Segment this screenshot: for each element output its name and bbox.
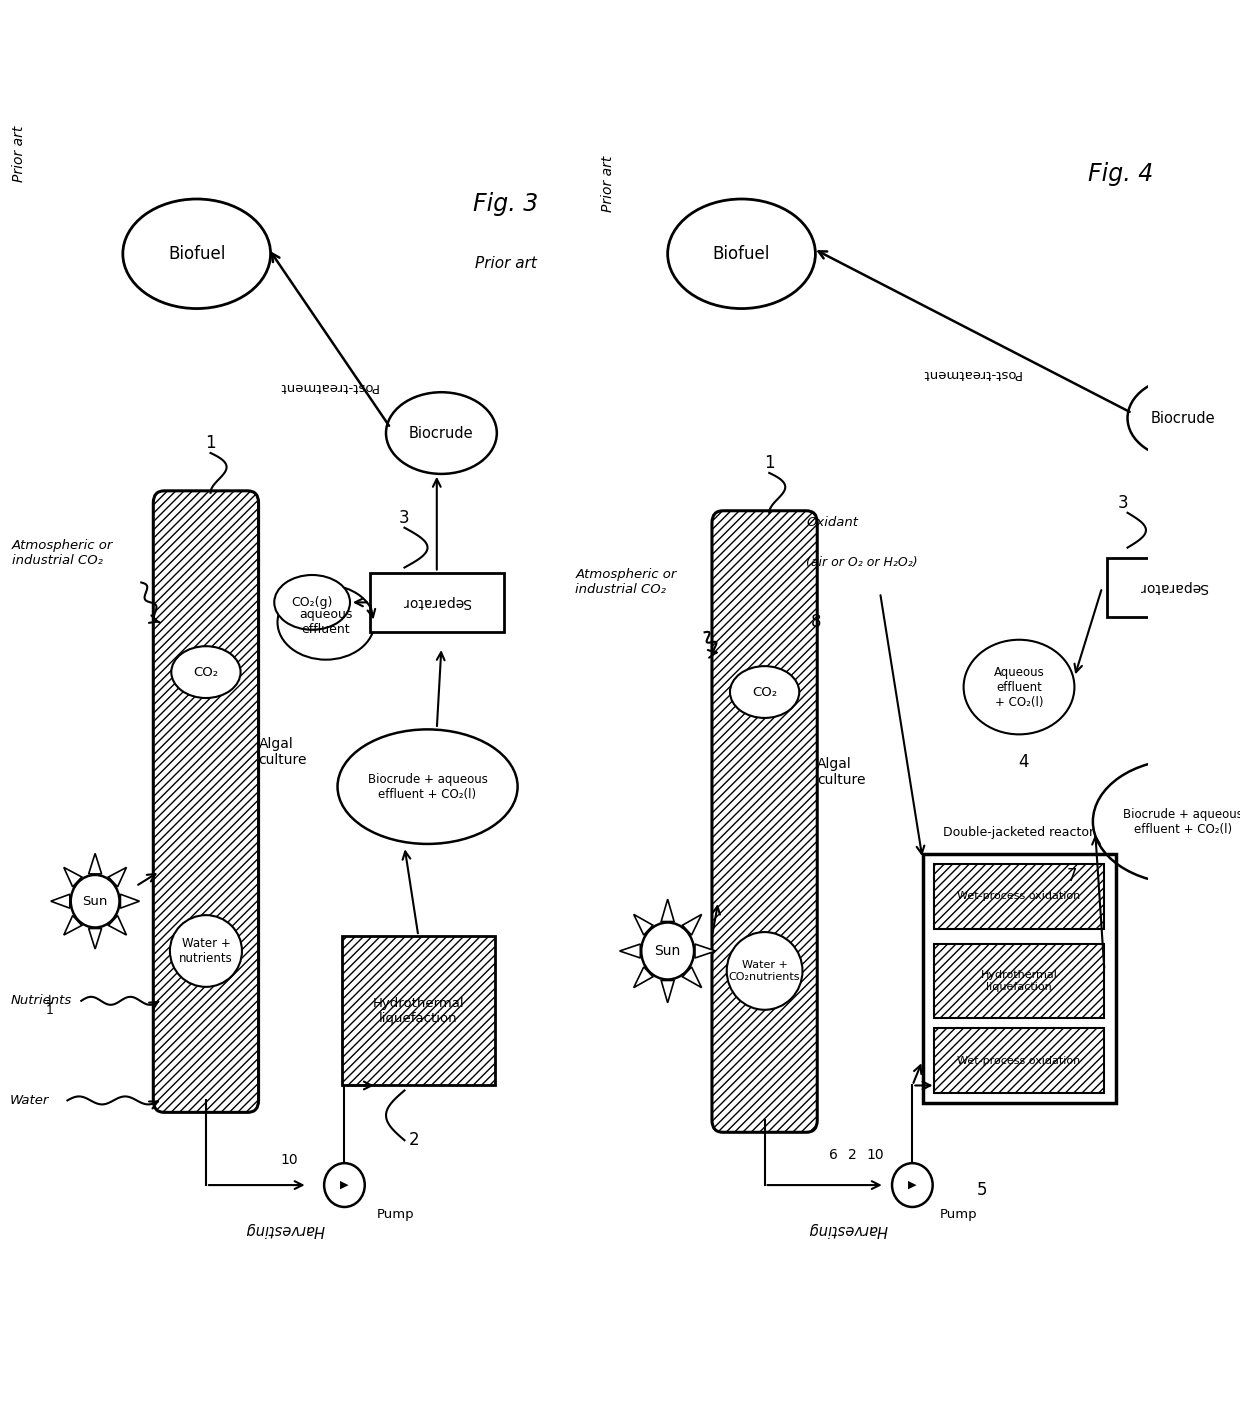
- FancyBboxPatch shape: [154, 491, 259, 1112]
- Ellipse shape: [1127, 377, 1239, 458]
- Text: 6: 6: [830, 1148, 838, 1162]
- Text: 2: 2: [408, 1131, 419, 1150]
- Text: Fig. 3: Fig. 3: [474, 192, 538, 216]
- Text: Prior art: Prior art: [12, 126, 26, 182]
- FancyBboxPatch shape: [1107, 558, 1240, 617]
- Ellipse shape: [171, 646, 241, 698]
- Polygon shape: [661, 980, 675, 1002]
- Ellipse shape: [337, 729, 517, 844]
- Ellipse shape: [170, 916, 242, 987]
- Text: 4: 4: [1018, 753, 1029, 771]
- Text: Water +
CO₂nutrients: Water + CO₂nutrients: [729, 960, 800, 981]
- Text: Water +
nutrients: Water + nutrients: [179, 937, 233, 965]
- Text: Atmospheric or
industrial CO₂: Atmospheric or industrial CO₂: [575, 568, 677, 596]
- Text: 7: 7: [1066, 868, 1078, 885]
- Text: Nutrients: Nutrients: [10, 994, 72, 1007]
- Polygon shape: [88, 854, 102, 873]
- Text: Pump: Pump: [940, 1209, 977, 1221]
- Ellipse shape: [278, 585, 374, 660]
- Text: Oxidant: Oxidant: [806, 516, 858, 529]
- Circle shape: [892, 1164, 932, 1207]
- Text: Separator: Separator: [1140, 580, 1208, 594]
- FancyBboxPatch shape: [934, 944, 1105, 1018]
- Text: (air or O₂ or H₂O₂): (air or O₂ or H₂O₂): [806, 557, 918, 569]
- Circle shape: [324, 1164, 365, 1207]
- Ellipse shape: [1092, 760, 1240, 883]
- Polygon shape: [620, 944, 640, 958]
- Text: 3: 3: [399, 509, 409, 527]
- Text: CO₂(g): CO₂(g): [291, 596, 332, 608]
- FancyBboxPatch shape: [712, 510, 817, 1133]
- Text: 1: 1: [206, 435, 216, 451]
- Ellipse shape: [123, 199, 270, 308]
- FancyBboxPatch shape: [934, 864, 1105, 928]
- Polygon shape: [120, 894, 139, 908]
- Text: aqueous
effluent: aqueous effluent: [299, 608, 352, 637]
- Text: Hydrothermal
liquefaction: Hydrothermal liquefaction: [372, 997, 464, 1025]
- Polygon shape: [661, 899, 675, 921]
- Text: 8: 8: [811, 613, 821, 631]
- Text: 2: 2: [848, 1148, 857, 1162]
- Polygon shape: [63, 868, 82, 887]
- Ellipse shape: [667, 199, 816, 308]
- Text: Harvesting: Harvesting: [244, 1223, 324, 1238]
- Text: Biofuel: Biofuel: [713, 245, 770, 262]
- Text: Sun: Sun: [82, 894, 108, 907]
- Ellipse shape: [386, 393, 497, 474]
- Text: Algal
culture: Algal culture: [259, 736, 308, 767]
- Ellipse shape: [730, 666, 800, 718]
- Text: Biocrude + aqueous
effluent + CO₂(l): Biocrude + aqueous effluent + CO₂(l): [367, 773, 487, 801]
- FancyBboxPatch shape: [342, 937, 495, 1085]
- Ellipse shape: [727, 932, 802, 1009]
- Text: Pump: Pump: [377, 1209, 414, 1221]
- Text: Biocrude + aqueous
effluent + CO₂(l): Biocrude + aqueous effluent + CO₂(l): [1123, 808, 1240, 836]
- Circle shape: [641, 923, 694, 980]
- Polygon shape: [108, 868, 126, 887]
- Polygon shape: [51, 894, 69, 908]
- Text: ▶: ▶: [908, 1180, 916, 1190]
- Text: Wet-process oxidation: Wet-process oxidation: [957, 892, 1080, 901]
- Text: CO₂: CO₂: [751, 686, 777, 698]
- Text: Sun: Sun: [655, 944, 681, 958]
- Text: CO₂: CO₂: [193, 666, 218, 679]
- Polygon shape: [682, 914, 702, 935]
- Text: ↓: ↓: [43, 994, 55, 1008]
- Polygon shape: [108, 916, 126, 935]
- Text: 3: 3: [1117, 494, 1128, 512]
- Text: 10: 10: [867, 1148, 884, 1162]
- Text: 1: 1: [764, 454, 775, 472]
- Polygon shape: [634, 914, 653, 935]
- FancyBboxPatch shape: [370, 572, 503, 632]
- Text: Fig. 4: Fig. 4: [1087, 163, 1153, 186]
- Text: Harvesting: Harvesting: [808, 1223, 888, 1238]
- Text: Atmospheric or
industrial CO₂: Atmospheric or industrial CO₂: [12, 538, 113, 566]
- Text: Biofuel: Biofuel: [167, 245, 226, 262]
- Text: Biocrude: Biocrude: [1151, 411, 1215, 426]
- Text: 5: 5: [976, 1180, 987, 1199]
- FancyBboxPatch shape: [934, 1028, 1105, 1094]
- Polygon shape: [682, 967, 702, 987]
- Text: Prior art: Prior art: [600, 156, 615, 212]
- Ellipse shape: [963, 639, 1074, 735]
- Text: Wet-process oxidation: Wet-process oxidation: [957, 1056, 1080, 1066]
- Text: Water: Water: [10, 1094, 50, 1108]
- Text: 10: 10: [280, 1154, 298, 1168]
- Ellipse shape: [274, 575, 350, 629]
- Polygon shape: [88, 928, 102, 949]
- Text: Aqueous
effluent
+ CO₂(l): Aqueous effluent + CO₂(l): [993, 666, 1044, 708]
- Text: Post-treatment: Post-treatment: [921, 367, 1022, 380]
- Text: 1: 1: [46, 1004, 53, 1018]
- Text: Biocrude: Biocrude: [409, 426, 474, 440]
- Text: Post-treatment: Post-treatment: [279, 380, 378, 393]
- Text: Hydrothermal
liquefaction: Hydrothermal liquefaction: [981, 970, 1058, 991]
- Text: Double-jacketed reactor: Double-jacketed reactor: [944, 826, 1095, 838]
- Text: ▶: ▶: [340, 1180, 348, 1190]
- Text: Algal
culture: Algal culture: [817, 757, 866, 787]
- Polygon shape: [63, 916, 82, 935]
- Circle shape: [71, 875, 119, 928]
- Polygon shape: [634, 967, 653, 987]
- Polygon shape: [694, 944, 715, 958]
- Text: Separator: Separator: [402, 596, 471, 610]
- Text: Prior art: Prior art: [475, 257, 537, 271]
